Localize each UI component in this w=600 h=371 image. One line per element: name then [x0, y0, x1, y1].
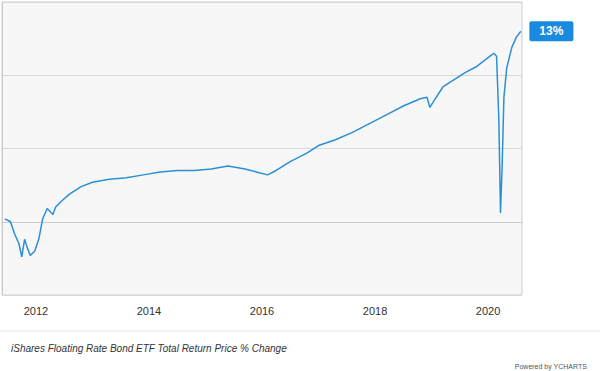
svg-text:Powered by YCHARTS: Powered by YCHARTS	[515, 363, 587, 371]
svg-text:2014: 2014	[137, 305, 161, 317]
svg-text:iShares Floating Rate Bond ETF: iShares Floating Rate Bond ETF Total Ret…	[11, 343, 287, 354]
svg-text:2016: 2016	[250, 305, 274, 317]
svg-text:2018: 2018	[363, 305, 387, 317]
svg-text:13%: 13%	[539, 24, 563, 38]
svg-text:2012: 2012	[24, 305, 48, 317]
svg-text:2020: 2020	[476, 305, 500, 317]
